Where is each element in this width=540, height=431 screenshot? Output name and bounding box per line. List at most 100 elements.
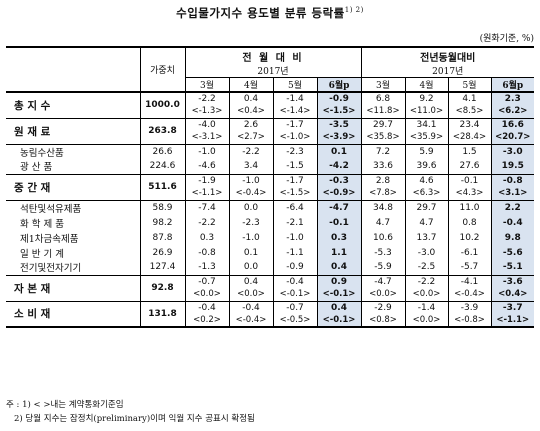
cell-yoy: 33.6 — [360, 159, 405, 174]
table-row: 총 지 수 1000.0 -2.2 0.4 -1.4 -0.9 6.8 9.2 4.1 2.3 — [6, 91, 535, 118]
cell-mom: 3.4 — [228, 159, 273, 174]
row-label: 전기및전자기기 — [20, 263, 82, 275]
cell-yoy: -3.6 — [490, 274, 535, 288]
table-row: 광 산 품 224.6 -4.6 3.4 -1.5 -4.2 33.6 39.6 27.6 19.… — [6, 159, 535, 174]
cell-mom: 0.1 — [316, 143, 361, 159]
row-weight: 511.6 — [139, 173, 185, 200]
cell-yoy: 19.5 — [490, 159, 535, 174]
cell-yoy: 13.7 — [404, 230, 448, 245]
cell-mom-contract: <-3.9> — [316, 131, 361, 144]
cell-mom: -4.7 — [316, 199, 361, 215]
cell-yoy-contract: <0.8> — [360, 314, 405, 328]
row-weight: 127.4 — [139, 260, 185, 275]
table-row: 농림수산품 26.6 -1.0 -2.2 -2.3 0.1 7.2 5.9 1.5 -3.0 — [6, 143, 535, 159]
cell-yoy-contract: <7.8> — [360, 187, 405, 200]
unit-label: (원화기준, %) — [479, 34, 534, 44]
cell-yoy: 1.5 — [447, 143, 491, 159]
cell-mom: -1.0 — [184, 143, 229, 159]
row-weight: 58.9 — [139, 199, 185, 215]
cell-mom: -1.9 — [184, 173, 229, 187]
row-label: 총 지 수 — [6, 91, 140, 118]
index-table: 가중치 전 월 대 비 전년동월대비 2017년 2017년 3월 4월 5월 … — [6, 46, 535, 328]
header-mom: 전 월 대 비 — [184, 46, 361, 64]
table-row: 중 간 재 511.6 -1.9 -1.0 -1.7 -0.3 2.8 4.6 -0.1 -0.8 — [6, 173, 535, 200]
cell-yoy-contract: <11.0> — [404, 105, 448, 118]
table-row: 제1차금속제품 87.8 0.3 -1.0 -1.0 0.3 10.6 13.7 10.2 9.8 — [6, 230, 535, 245]
header-year-mom: 2017년 — [184, 64, 361, 78]
cell-yoy-contract: <-1.1> — [490, 314, 535, 328]
cell-mom-contract: <0.0> — [228, 288, 273, 301]
row-label: 광 산 품 — [20, 162, 53, 174]
cell-mom: 0.0 — [228, 260, 273, 275]
cell-mom: -1.4 — [272, 91, 317, 105]
cell-yoy: -0.8 — [490, 173, 535, 187]
cell-yoy-contract: <-0.8> — [447, 314, 491, 328]
cell-mom: -1.1 — [272, 245, 317, 260]
cell-mom: -0.1 — [316, 215, 361, 230]
cell-mom: 0.9 — [316, 274, 361, 288]
cell-yoy: 16.6 — [490, 117, 535, 131]
cell-mom-contract: <-0.1> — [316, 314, 361, 328]
cell-mom: -0.8 — [184, 245, 229, 260]
cell-yoy-contract: <28.4> — [447, 131, 491, 144]
row-label: 소 비 재 — [6, 300, 140, 328]
cell-yoy: 34.8 — [360, 199, 405, 215]
cell-mom: 0.3 — [316, 230, 361, 245]
cell-yoy-contract: <35.9> — [404, 131, 448, 144]
cell-yoy: -5.7 — [447, 260, 491, 275]
header-month: 5월 — [447, 77, 491, 92]
cell-mom: -0.7 — [272, 300, 317, 314]
cell-mom: 0.1 — [228, 245, 273, 260]
cell-yoy: -2.9 — [360, 300, 405, 314]
cell-mom: 0.4 — [228, 91, 273, 105]
cell-mom: -3.5 — [316, 117, 361, 131]
cell-yoy: 29.7 — [404, 199, 448, 215]
row-label: 자 본 재 — [6, 274, 140, 301]
cell-mom: 0.3 — [184, 230, 229, 245]
footnote: 2) 당월 지수는 잠정치(preliminary)이며 익월 지수 공표시 확… — [14, 414, 255, 424]
cell-yoy: -4.7 — [360, 274, 405, 288]
cell-yoy: 0.8 — [447, 215, 491, 230]
cell-yoy: -0.4 — [490, 215, 535, 230]
row-weight: 92.8 — [139, 274, 185, 301]
cell-mom-contract: <-0.1> — [316, 288, 361, 301]
cell-yoy-contract: <6.2> — [490, 105, 535, 118]
cell-yoy: -3.0 — [490, 143, 535, 159]
row-label: 일 반 기 계 — [20, 248, 65, 260]
row-label: 제1차금속제품 — [20, 233, 79, 245]
row-weight: 224.6 — [139, 159, 185, 174]
cell-mom: 0.4 — [316, 300, 361, 314]
cell-mom: -7.4 — [184, 199, 229, 215]
table-row: 전기및전자기기 127.4 -1.3 0.0 -0.9 0.4 -5.9 -2.5 -5.7 -5… — [6, 260, 535, 275]
cell-yoy-contract: <0.0> — [404, 288, 448, 301]
cell-mom: -4.2 — [316, 159, 361, 174]
row-label: 원 재 료 — [6, 117, 140, 144]
cell-yoy: -5.6 — [490, 245, 535, 260]
cell-mom-contract: <-1.1> — [184, 187, 229, 200]
cell-mom: -0.4 — [228, 300, 273, 314]
header-weight: 가중치 — [139, 46, 185, 92]
cell-yoy: 39.6 — [404, 159, 448, 174]
cell-yoy-contract: <4.3> — [447, 187, 491, 200]
cell-mom-contract: <-0.9> — [316, 187, 361, 200]
row-weight: 87.8 — [139, 230, 185, 245]
cell-mom: -4.0 — [184, 117, 229, 131]
header-month: 4월 — [228, 77, 273, 92]
cell-mom: -1.0 — [228, 173, 273, 187]
cell-mom: 0.4 — [228, 274, 273, 288]
table-row: 석탄및석유제품 58.9 -7.4 0.0 -6.4 -4.7 34.8 29.7 11.0 2.… — [6, 199, 535, 215]
cell-yoy-contract: <-0.4> — [447, 288, 491, 301]
cell-yoy-contract: <11.8> — [360, 105, 405, 118]
table-row: 자 본 재 92.8 -0.7 0.4 -0.4 0.9 -4.7 -2.2 -4.1 -3.6 — [6, 274, 535, 301]
table-row: 화 학 제 품 98.2 -2.2 -2.3 -2.1 -0.1 4.7 4.7 0.8 -0.4 — [6, 215, 535, 230]
cell-mom: 0.4 — [316, 260, 361, 275]
row-weight: 98.2 — [139, 215, 185, 230]
cell-mom: -0.4 — [184, 300, 229, 314]
row-weight: 1000.0 — [139, 91, 185, 118]
table-row-contract: <-1.3> <0.4> <-1.4> <-1.5> <11.8> <11.0> <8.5>… — [6, 105, 535, 118]
cell-mom-contract: <-3.1> — [184, 131, 229, 144]
cell-mom: -1.0 — [272, 230, 317, 245]
cell-yoy: 2.3 — [490, 91, 535, 105]
row-weight: 26.6 — [139, 143, 185, 159]
cell-mom-contract: <0.4> — [228, 105, 273, 118]
